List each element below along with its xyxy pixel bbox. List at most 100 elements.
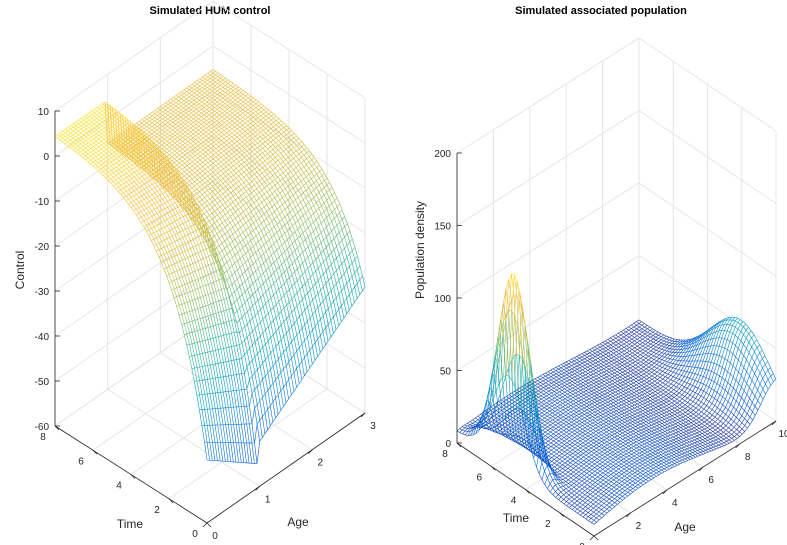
mesh-line <box>215 349 219 351</box>
mesh-line <box>184 323 188 334</box>
mesh-line <box>235 92 239 95</box>
mesh-line <box>244 299 248 303</box>
mesh-line <box>189 291 193 301</box>
mesh-line <box>211 120 215 123</box>
mesh-line <box>224 253 228 257</box>
mesh-line <box>208 293 211 295</box>
mesh-line <box>336 215 340 223</box>
mesh-line <box>258 117 261 120</box>
mesh-line <box>214 408 218 426</box>
mesh-line <box>326 205 330 210</box>
mesh-line <box>169 244 173 251</box>
mesh-line <box>303 170 307 173</box>
mesh-line <box>231 145 235 148</box>
mesh-line <box>296 368 300 384</box>
mesh-line <box>278 264 282 268</box>
mesh-line <box>212 442 216 461</box>
mesh-line <box>250 119 254 122</box>
mesh-line <box>186 312 190 323</box>
mesh-line <box>243 406 247 425</box>
mesh-line <box>88 134 92 138</box>
mesh-line <box>177 231 181 234</box>
mesh-line <box>149 157 154 161</box>
mesh-line <box>305 204 309 211</box>
mesh-line <box>185 135 189 138</box>
mesh-line <box>110 174 114 178</box>
mesh-line <box>329 194 333 199</box>
mesh-line <box>278 266 282 275</box>
mesh-line <box>188 122 191 125</box>
mesh-line <box>209 408 213 426</box>
mesh-line <box>201 90 205 94</box>
mesh-line <box>151 122 155 125</box>
mesh-line <box>258 241 262 248</box>
mesh-line <box>91 114 95 117</box>
mesh-line <box>197 342 201 355</box>
mesh-line <box>343 269 348 274</box>
mesh-line <box>293 387 297 392</box>
mesh-line <box>190 219 194 225</box>
mesh-line <box>222 86 226 90</box>
mesh-line <box>118 182 122 186</box>
mesh-line <box>223 362 227 377</box>
mesh-line <box>328 224 332 232</box>
mesh-line <box>200 276 204 279</box>
mesh-line <box>246 388 250 406</box>
mesh-line <box>153 245 157 252</box>
mesh-line <box>190 193 194 199</box>
mesh-line <box>228 360 232 362</box>
mesh-line <box>146 213 150 219</box>
mesh-line <box>277 155 281 159</box>
mesh-line <box>323 229 327 237</box>
mesh-line <box>258 233 262 240</box>
mesh-line <box>189 163 193 167</box>
mesh-line <box>255 252 259 259</box>
mesh-line <box>78 127 82 130</box>
mesh-line <box>167 104 171 107</box>
mesh-line <box>272 191 275 194</box>
mesh-line <box>223 288 227 299</box>
mesh-line <box>193 122 197 125</box>
mesh-line <box>197 268 201 271</box>
mesh-line <box>128 175 132 179</box>
mesh-line <box>261 172 265 177</box>
mesh-line <box>331 249 335 253</box>
mesh-line <box>169 230 173 237</box>
mesh-line <box>312 270 316 275</box>
mesh-line <box>207 72 211 76</box>
mesh-line <box>230 192 234 197</box>
mesh-line <box>201 215 205 220</box>
mesh-line <box>163 259 167 262</box>
mesh-line <box>54 136 58 139</box>
mesh-line <box>200 135 204 139</box>
mesh-line <box>288 358 292 363</box>
mesh-line <box>206 116 210 119</box>
mesh-line <box>180 211 184 217</box>
mesh-line <box>179 277 183 286</box>
mesh-line <box>268 121 272 125</box>
mesh-line <box>222 391 226 408</box>
mesh-line <box>224 103 228 106</box>
mesh-line <box>260 244 264 248</box>
mesh-line <box>280 390 284 407</box>
mesh-line <box>304 340 308 354</box>
mesh-line <box>138 218 142 223</box>
mesh-line <box>101 141 105 144</box>
mesh-line <box>215 78 219 81</box>
mesh-line <box>217 208 221 213</box>
mesh-line <box>243 209 247 212</box>
mesh-line <box>99 120 103 123</box>
mesh-line <box>210 156 214 160</box>
mesh-line <box>263 109 267 113</box>
mesh-line <box>230 209 234 215</box>
mesh-line <box>258 208 262 212</box>
mesh-line <box>143 226 147 232</box>
mesh-line <box>259 180 263 185</box>
mesh-line <box>280 324 285 337</box>
mesh-line <box>247 113 251 116</box>
mesh-line <box>276 120 279 124</box>
mesh-line <box>205 248 209 257</box>
mesh-line <box>254 372 258 387</box>
mesh-line <box>222 442 226 462</box>
